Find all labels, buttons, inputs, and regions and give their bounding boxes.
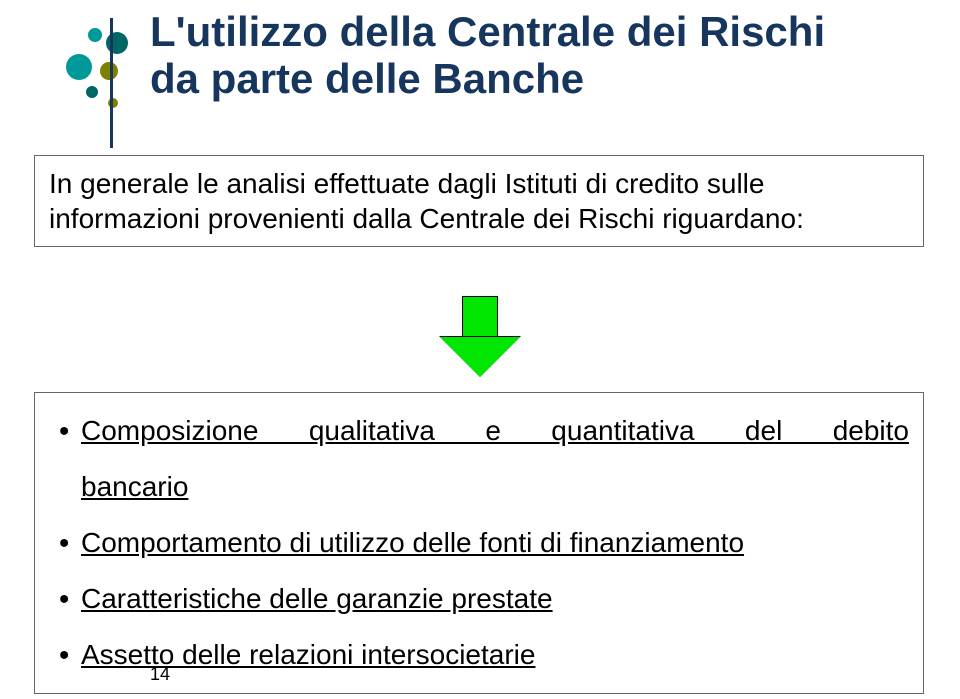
list-item: Composizione qualitativa e quantitativa … xyxy=(55,403,909,515)
title-line: da parte delle Banche xyxy=(150,55,584,102)
arrow-down-icon xyxy=(440,296,520,378)
page-title: L'utilizzo della Centrale dei Rischi da … xyxy=(150,8,910,102)
intro-box: In generale le analisi effettuate dagli … xyxy=(34,155,924,247)
list-item: Caratteristiche delle garanzie prestate xyxy=(55,571,909,627)
slide: L'utilizzo della Centrale dei Rischi da … xyxy=(0,0,960,699)
vertical-rule xyxy=(110,18,113,148)
bullets-box: Composizione qualitativa e quantitativa … xyxy=(34,392,924,694)
dot-icon xyxy=(66,54,92,80)
dot-icon xyxy=(86,86,98,98)
bullet-text: Comportamento di utilizzo delle fonti di… xyxy=(81,527,744,558)
list-item: Assetto delle relazioni intersocietarie xyxy=(55,627,909,683)
bullet-list: Composizione qualitativa e quantitativa … xyxy=(49,403,909,683)
page-number: 14 xyxy=(150,664,170,685)
decor-dots xyxy=(30,18,150,148)
intro-text: In generale le analisi effettuate dagli … xyxy=(49,166,909,236)
bullet-text: Composizione qualitativa e quantitativa … xyxy=(81,415,909,446)
dot-icon xyxy=(100,62,118,80)
dot-icon xyxy=(88,28,102,42)
list-item: Comportamento di utilizzo delle fonti di… xyxy=(55,515,909,571)
bullet-text: Caratteristiche delle garanzie prestate xyxy=(81,583,553,614)
bullet-text: bancario xyxy=(81,471,188,502)
title-line: L'utilizzo della Centrale dei Rischi xyxy=(150,8,825,55)
